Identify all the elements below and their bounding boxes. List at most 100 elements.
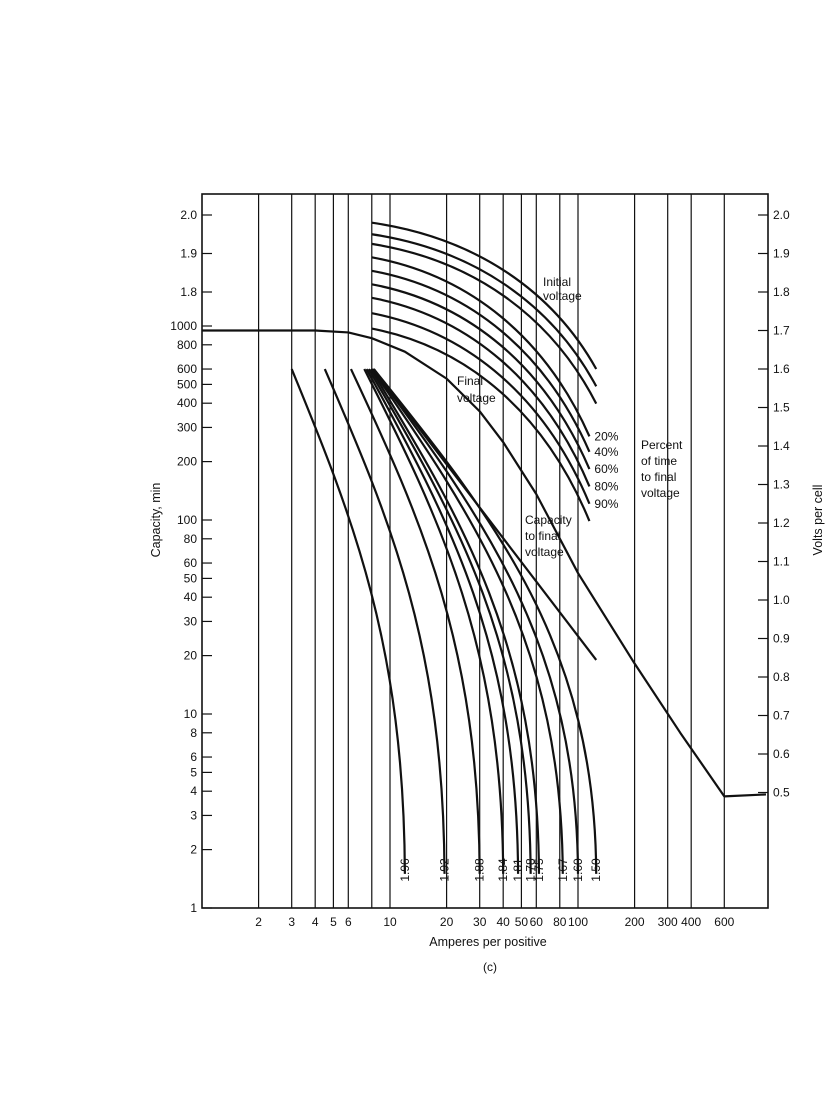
x-tick-label: 50 <box>515 915 529 929</box>
x-axis-ticks: 2 3 4 5 6 10 20 30 40 50 60 80 100 200 300 400 600 <box>255 915 734 929</box>
right-tick-label: 1.1 <box>773 555 790 569</box>
percent-time-label: 80% <box>594 479 618 493</box>
x-tick-label: 600 <box>714 915 734 929</box>
plot-frame <box>201 193 769 909</box>
x-tick-label: 5 <box>330 915 337 929</box>
capacity-curve-label: 1.75 <box>532 858 546 882</box>
x-gridlines <box>257 194 725 908</box>
right-axis-ticks: 0.5 0.6 0.7 0.8 0.9 1.0 1.1 1.2 1.3 1.4 1.5 1.6 1.7 1… <box>758 208 790 800</box>
percent-time-curve <box>371 242 598 405</box>
x-tick-label: 40 <box>497 915 511 929</box>
svg-text:voltage: voltage <box>457 391 496 405</box>
percent-time-curve <box>371 283 591 470</box>
left-tick-label: 8 <box>190 726 197 740</box>
percent-time-curve <box>371 327 591 522</box>
left-tick-label: 60 <box>184 556 198 570</box>
capacity-curve-label: 1.67 <box>556 858 570 882</box>
capacity-curve <box>369 368 541 874</box>
x-tick-label: 100 <box>568 915 588 929</box>
capacity-curve <box>365 368 520 874</box>
percent-time-label: 60% <box>594 462 618 476</box>
capacity-curve-label: 1.96 <box>398 858 412 882</box>
x-tick-label: 4 <box>312 915 319 929</box>
capacity-curve-label: 1.81 <box>511 858 525 882</box>
percent-time-curve <box>371 312 591 505</box>
right-tick-label: 1.9 <box>773 247 790 261</box>
initial-voltage-annotation: Initial voltage <box>543 275 582 303</box>
left-volt-tick-label: 1.9 <box>180 247 197 261</box>
capacity-to-final-voltage-annotation: Capacity to final voltage <box>525 513 572 559</box>
percent-time-curve <box>371 269 591 453</box>
left-tick-label: 30 <box>184 614 198 628</box>
percent-of-time-annotation: Percent of time to final voltage <box>641 438 683 500</box>
right-tick-label: 1.6 <box>773 362 790 376</box>
x-tick-label: 2 <box>255 915 262 929</box>
left-tick-label: 400 <box>177 396 197 410</box>
right-tick-label: 1.5 <box>773 401 790 415</box>
left-tick-label: 600 <box>177 362 197 376</box>
left-tick-label: 50 <box>184 571 198 585</box>
left-tick-label: 500 <box>177 377 197 391</box>
right-tick-label: 0.7 <box>773 709 790 723</box>
right-tick-label: 0.9 <box>773 632 790 646</box>
x-tick-label: 300 <box>658 915 678 929</box>
left-axis-title: Capacity, min <box>149 483 163 558</box>
left-tick-label: 200 <box>177 455 197 469</box>
x-tick-label: 200 <box>625 915 645 929</box>
svg-text:Capacity: Capacity <box>525 513 572 527</box>
left-tick-label: 100 <box>177 513 197 527</box>
right-tick-label: 0.5 <box>773 786 790 800</box>
x-tick-label: 60 <box>530 915 544 929</box>
capacity-curve-label: 1.78 <box>524 858 538 882</box>
right-tick-label: 1.7 <box>773 324 790 338</box>
data-curves <box>202 221 767 874</box>
right-tick-label: 0.8 <box>773 670 790 684</box>
capacity-curve <box>323 368 446 874</box>
capacity-curve-label: 1.88 <box>473 858 487 882</box>
svg-text:to final: to final <box>641 470 676 484</box>
svg-text:Percent: Percent <box>641 438 683 452</box>
capacity-curve <box>370 368 564 874</box>
x-tick-label: 6 <box>345 915 352 929</box>
x-tick-label: 400 <box>681 915 701 929</box>
left-tick-label: 2 <box>190 843 197 857</box>
capacity-curve <box>290 368 406 874</box>
capacity-to-final-voltage-line <box>372 368 598 661</box>
svg-text:Initial: Initial <box>543 275 571 289</box>
final-voltage-curve <box>202 329 767 798</box>
capacity-curve-label: 1.84 <box>496 858 510 882</box>
x-tick-label: 80 <box>553 915 567 929</box>
right-tick-label: 0.6 <box>773 747 790 761</box>
svg-text:Final: Final <box>457 374 483 388</box>
left-tick-label: 6 <box>190 750 197 764</box>
capacity-curve-label: 1.60 <box>571 858 585 882</box>
right-tick-label: 1.8 <box>773 285 790 299</box>
capacity-curve <box>371 368 580 874</box>
percent-time-label: 90% <box>594 497 618 511</box>
capacity-curve <box>367 368 532 874</box>
right-axis-title: Volts per cell <box>811 485 825 556</box>
left-volt-tick-label: 1.8 <box>180 285 197 299</box>
x-tick-label: 10 <box>383 915 397 929</box>
left-tick-label: 3 <box>190 808 197 822</box>
left-tick-label: 4 <box>190 784 197 798</box>
percent-time-curve <box>371 221 598 370</box>
capacity-curve-label: 1.92 <box>438 858 452 882</box>
right-tick-label: 1.2 <box>773 516 790 530</box>
left-tick-label: 5 <box>190 765 197 779</box>
right-tick-label: 2.0 <box>773 208 790 222</box>
left-tick-label: 20 <box>184 649 198 663</box>
svg-text:to final: to final <box>525 529 560 543</box>
x-tick-label: 20 <box>440 915 454 929</box>
left-tick-label: 300 <box>177 420 197 434</box>
left-tick-label: 1000 <box>170 319 197 333</box>
capacity-curve <box>349 368 481 874</box>
final-voltage-annotation: Final voltage <box>457 374 496 405</box>
curve-labels: 1.96 1.92 1.88 1.84 1.811.781.75 1.67 1.60 1.50… <box>398 429 619 881</box>
x-axis-title: Amperes per positive <box>429 935 546 949</box>
percent-time-label: 20% <box>594 429 618 443</box>
capacity-curve-label: 1.50 <box>589 858 603 882</box>
svg-text:voltage: voltage <box>543 289 582 303</box>
